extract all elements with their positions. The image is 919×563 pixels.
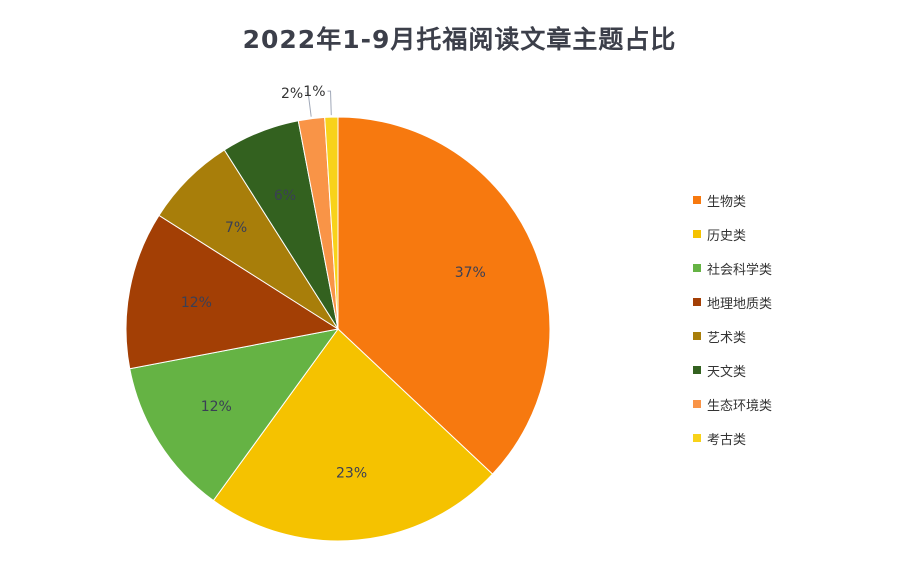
legend-item-history: 历史类: [693, 217, 772, 251]
data-label-astronomy: 6%: [274, 188, 296, 204]
data-label-social-science: 12%: [201, 399, 232, 415]
pie-slice-geography-geology: [125, 214, 340, 370]
pie-slice-archaeology: [324, 116, 339, 330]
data-label-ecology: 2%: [281, 86, 303, 102]
legend-item-art: 艺术类: [693, 319, 772, 353]
legend-swatch: [693, 196, 701, 204]
data-label-archaeology: 1%: [303, 84, 325, 100]
leader-line-archaeology: [327, 90, 332, 116]
leader-line-ecology: [305, 92, 312, 117]
legend-label: 艺术类: [707, 330, 747, 346]
legend-label: 考古类: [707, 432, 747, 448]
pie-slice-biology: [337, 116, 551, 475]
legend-item-archaeology: 考古类: [693, 421, 772, 455]
data-label-art: 7%: [225, 220, 247, 236]
legend-item-geography-geology: 地理地质类: [693, 285, 772, 319]
legend-item-astronomy: 天文类: [693, 353, 772, 387]
legend-swatch: [693, 366, 701, 374]
legend-item-social-science: 社会科学类: [693, 251, 772, 285]
legend-swatch: [693, 434, 701, 442]
legend-swatch: [693, 264, 701, 272]
data-label-geography-geology: 12%: [181, 295, 212, 311]
legend-label: 生物类: [707, 194, 747, 210]
chart-legend: 生物类历史类社会科学类地理地质类艺术类天文类生态环境类考古类: [693, 183, 772, 455]
legend-swatch: [693, 400, 701, 408]
legend-label: 天文类: [707, 364, 747, 380]
pie-slice-history: [212, 328, 494, 542]
legend-swatch: [693, 230, 701, 238]
legend-label: 社会科学类: [707, 262, 773, 278]
legend-swatch: [693, 298, 701, 306]
legend-label: 地理地质类: [707, 296, 773, 312]
legend-label: 历史类: [707, 228, 747, 244]
legend-swatch: [693, 332, 701, 340]
legend-label: 生态环境类: [707, 398, 773, 414]
data-label-biology: 37%: [455, 265, 486, 281]
pie-slice-social-science: [129, 328, 340, 502]
legend-item-ecology: 生态环境类: [693, 387, 772, 421]
legend-item-biology: 生物类: [693, 183, 772, 217]
data-label-history: 23%: [336, 466, 367, 482]
chart-title: 2022年1-9月托福阅读文章主题占比: [242, 25, 677, 54]
